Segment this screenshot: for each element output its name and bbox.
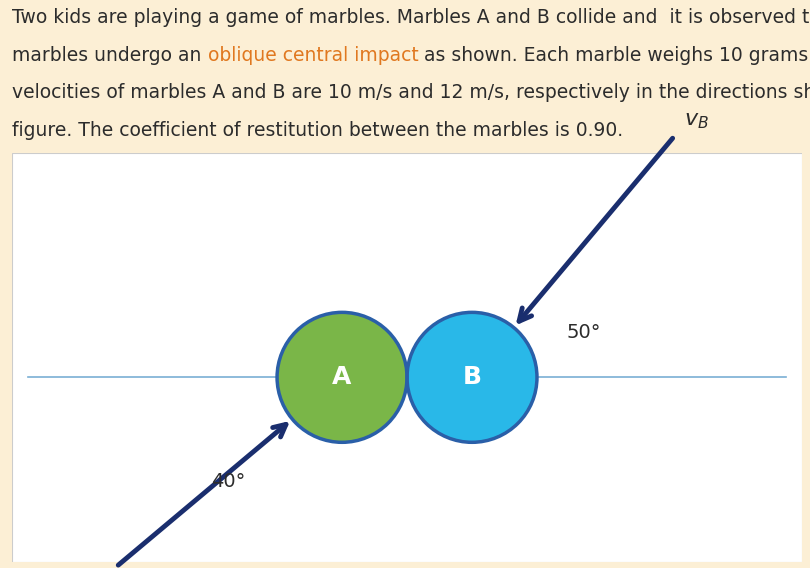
Text: A: A bbox=[332, 365, 352, 389]
Text: 50°: 50° bbox=[567, 323, 602, 342]
Circle shape bbox=[407, 312, 537, 442]
Text: B: B bbox=[463, 365, 481, 389]
Text: oblique central impact: oblique central impact bbox=[207, 45, 418, 65]
Text: marbles undergo an: marbles undergo an bbox=[12, 45, 207, 65]
Text: 40°: 40° bbox=[211, 473, 245, 491]
Text: as shown. Each marble weighs 10 grams. The: as shown. Each marble weighs 10 grams. T… bbox=[418, 45, 810, 65]
Text: figure. The coefficient of restitution between the marbles is 0.90.: figure. The coefficient of restitution b… bbox=[12, 121, 623, 140]
Circle shape bbox=[277, 312, 407, 442]
Text: Two kids are playing a game of marbles. Marbles A and B collide and  it is obser: Two kids are playing a game of marbles. … bbox=[12, 8, 810, 27]
Text: velocities of marbles A and B are 10 m/s and 12 m/s, respectively in the directi: velocities of marbles A and B are 10 m/s… bbox=[12, 83, 810, 102]
Text: $v_B$: $v_B$ bbox=[684, 111, 710, 131]
